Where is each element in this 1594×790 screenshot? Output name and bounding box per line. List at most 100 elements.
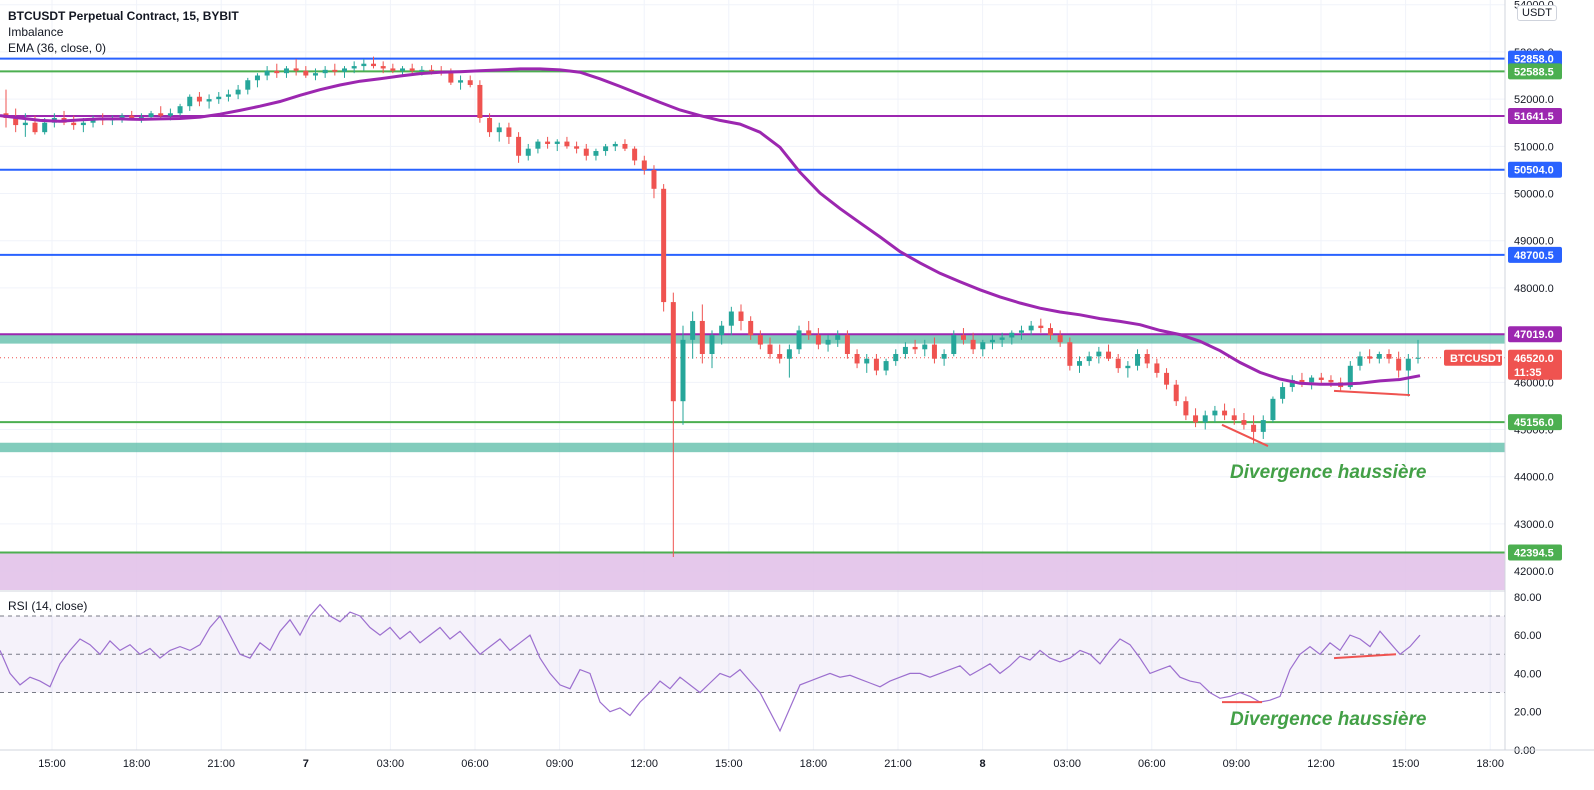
candle	[1241, 413, 1247, 430]
candle	[1135, 349, 1141, 371]
candle	[1096, 346, 1102, 364]
price-tag-label: 48700.5	[1514, 250, 1554, 262]
candle	[1173, 379, 1179, 406]
candle-body	[206, 99, 212, 102]
price-tag-label: 52588.5	[1514, 66, 1554, 78]
candle-body	[1241, 420, 1247, 425]
candle-body	[196, 96, 202, 102]
candle	[1144, 349, 1150, 369]
candle	[912, 339, 918, 354]
candle	[545, 136, 551, 149]
rsi-tick-label: 40.00	[1514, 668, 1542, 680]
candle-body	[71, 122, 77, 126]
candle-body	[1018, 330, 1024, 333]
candle-body	[235, 89, 241, 95]
candle	[1183, 396, 1189, 421]
candle-body	[1096, 351, 1102, 357]
candle-body	[487, 118, 493, 133]
indicator-imbalance-label: Imbalance	[8, 25, 64, 39]
candle	[254, 73, 260, 88]
candle-body	[1106, 351, 1112, 359]
candle	[632, 146, 638, 166]
candle	[1289, 375, 1295, 392]
candle-body	[1367, 356, 1373, 359]
candle	[1270, 396, 1276, 423]
price-tick-label: 46000.0	[1514, 377, 1554, 389]
candle-body	[283, 68, 289, 74]
candle-body	[912, 346, 918, 350]
candle	[390, 63, 396, 74]
candle-body	[158, 113, 164, 116]
candle	[477, 80, 483, 123]
candle-body	[506, 127, 512, 137]
candle-body	[380, 66, 386, 69]
candle	[738, 304, 744, 331]
candle-body	[1173, 384, 1179, 402]
symbol-tag: BTCUSDT	[1444, 349, 1503, 366]
candle-body	[293, 68, 299, 71]
candle	[554, 139, 560, 152]
candle-body	[796, 330, 802, 350]
candle	[13, 108, 19, 133]
price-tick-label: 52000.0	[1514, 94, 1554, 106]
candle	[1106, 344, 1112, 362]
candle	[1231, 408, 1237, 425]
candle-body	[245, 80, 251, 90]
candle	[960, 328, 966, 345]
candle-body	[390, 68, 396, 71]
price-tag-label: 51641.5	[1514, 111, 1554, 123]
candle	[902, 342, 908, 359]
candle-body	[999, 337, 1005, 340]
candle-body	[341, 68, 347, 72]
candle	[371, 56, 377, 69]
candle	[951, 330, 957, 357]
currency-badge[interactable]: USDT	[1517, 5, 1557, 21]
candle	[980, 339, 986, 357]
candle-body	[1135, 354, 1141, 366]
price-tag: 52858.0	[1508, 50, 1562, 67]
price-tag: 47019.0	[1508, 326, 1562, 343]
zone-imbalance	[0, 442, 1505, 453]
candle	[1202, 410, 1208, 430]
candle-body	[13, 118, 19, 126]
rsi-tick-label: 80.00	[1514, 592, 1542, 604]
candle	[815, 328, 821, 350]
candle	[322, 66, 328, 78]
candle-body	[90, 118, 96, 123]
price-tag: 48700.5	[1508, 246, 1562, 263]
annotation-rsi: Divergence haussière	[1230, 709, 1427, 730]
candle	[728, 306, 734, 336]
candle	[864, 354, 870, 373]
price-tick-label: 44000.0	[1514, 472, 1554, 484]
candle-body	[719, 325, 725, 336]
candle-body	[844, 335, 850, 354]
candle	[893, 349, 899, 366]
candle-body	[922, 344, 928, 350]
price-tick-label: 49000.0	[1514, 236, 1554, 248]
candle	[303, 66, 309, 78]
candle-body	[583, 148, 589, 156]
time-tick-label: 18:00	[800, 758, 828, 770]
candle-body	[351, 66, 357, 69]
candle	[757, 330, 763, 350]
candle	[332, 63, 338, 76]
candle	[177, 103, 183, 116]
candle-body	[951, 335, 957, 354]
candle	[1028, 320, 1034, 336]
candle	[206, 94, 212, 109]
price-tag-label: 45156.0	[1514, 417, 1554, 429]
candle-body	[371, 63, 377, 67]
rsi-tick-label: 0.00	[1514, 745, 1535, 757]
price-tag: 50504.0	[1508, 161, 1562, 178]
price-tag-bg	[1508, 544, 1562, 561]
price-tag: 51641.5	[1508, 108, 1562, 125]
candle-body	[1376, 354, 1382, 359]
price-tag-bg	[1508, 50, 1562, 67]
candle-body	[574, 146, 580, 149]
candle-body	[864, 358, 870, 364]
candle-body	[1202, 415, 1208, 423]
time-tick-label: 06:00	[1138, 758, 1166, 770]
candle-body	[138, 117, 144, 119]
candle	[622, 139, 628, 152]
